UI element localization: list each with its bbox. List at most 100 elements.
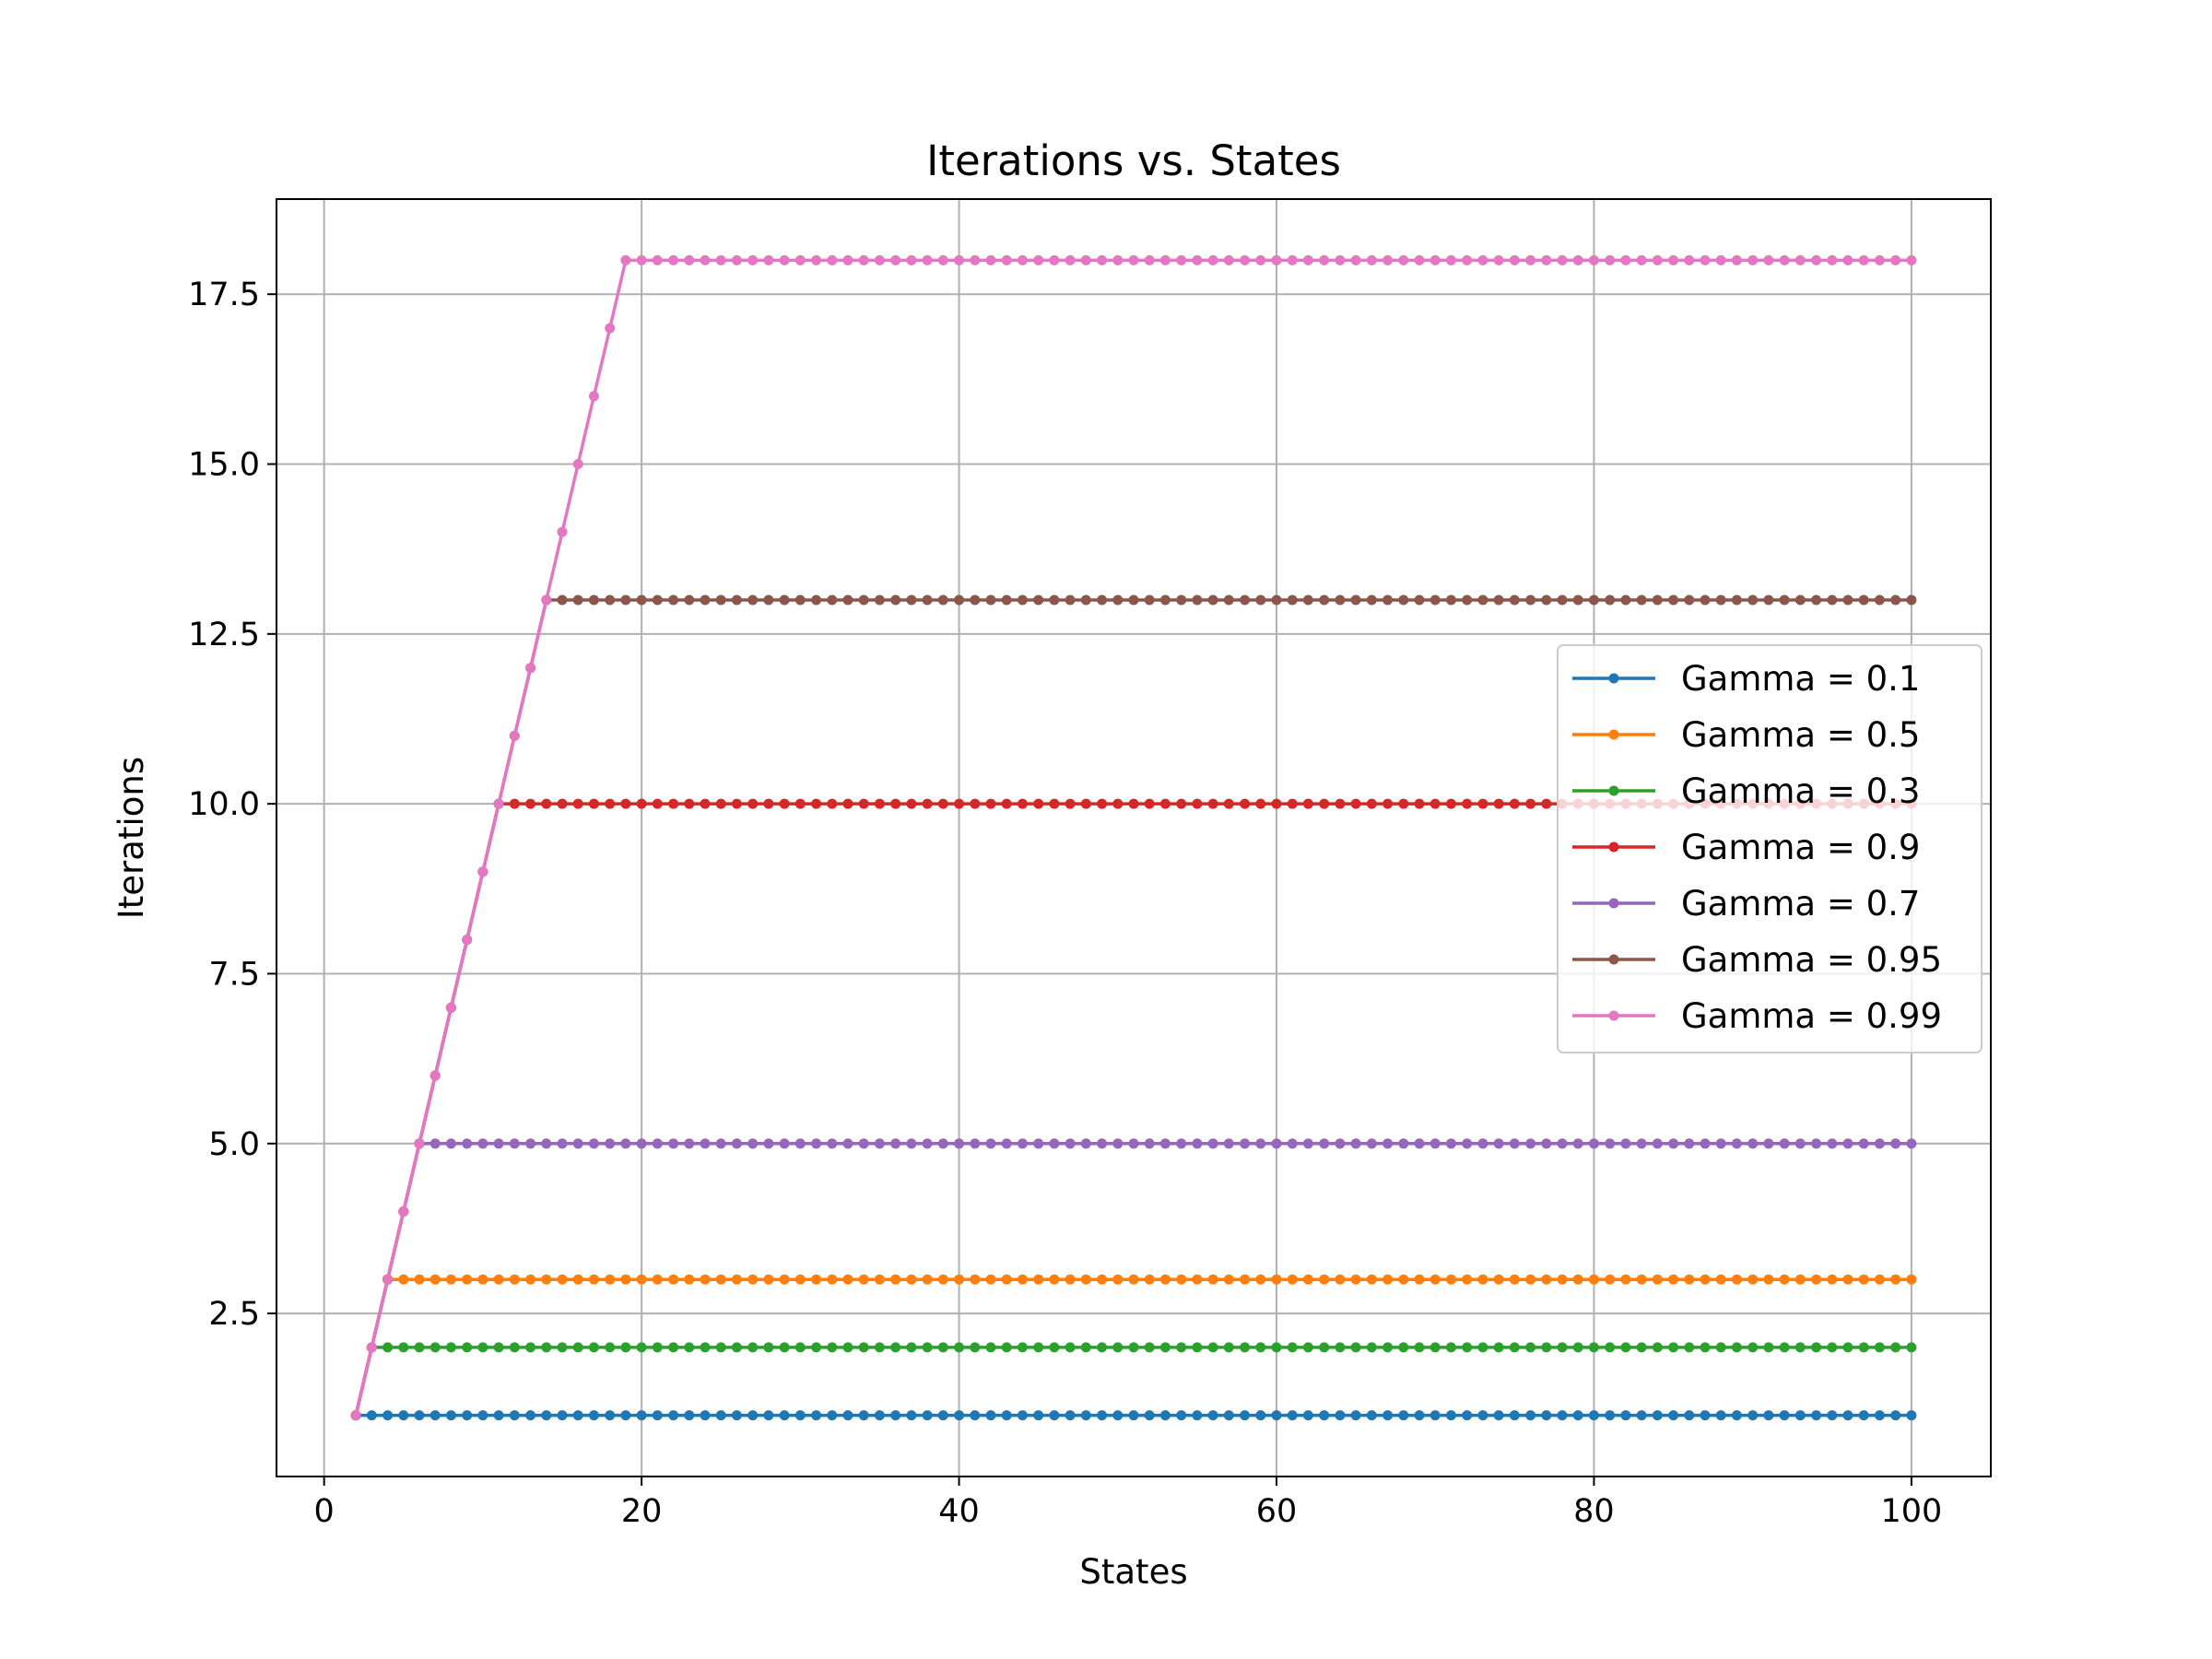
data-point [1462, 798, 1473, 809]
data-point [1192, 594, 1203, 606]
data-point [1287, 1274, 1298, 1285]
data-point [1287, 798, 1298, 809]
data-point [954, 594, 965, 606]
data-point [1588, 594, 1599, 606]
data-point [1668, 1138, 1679, 1149]
data-point [1080, 1410, 1091, 1421]
data-point [525, 1410, 536, 1421]
data-point [1033, 1342, 1044, 1353]
data-point [1335, 254, 1346, 265]
data-point [636, 254, 647, 265]
data-point [1366, 1342, 1377, 1353]
data-point [493, 1410, 504, 1421]
data-point [842, 1138, 853, 1149]
legend-swatch-marker [1608, 673, 1619, 684]
data-point [684, 1342, 695, 1353]
data-point [794, 1342, 806, 1353]
data-point [1112, 594, 1124, 606]
data-point [1731, 1138, 1742, 1149]
data-point [1588, 1274, 1599, 1285]
data-point [1715, 1274, 1726, 1285]
data-point [525, 1138, 536, 1149]
data-point [970, 1342, 981, 1353]
data-point [493, 1138, 504, 1149]
data-point [1462, 1138, 1473, 1149]
data-point [763, 1138, 774, 1149]
legend-label: Gamma = 0.99 [1681, 996, 1942, 1036]
data-point [1366, 594, 1377, 606]
data-point [382, 1274, 394, 1285]
data-point [1302, 798, 1313, 809]
data-point [620, 1410, 631, 1421]
data-point [652, 594, 663, 606]
data-point [1001, 1274, 1012, 1285]
data-point [827, 254, 838, 265]
data-point [1128, 254, 1139, 265]
data-point [1652, 1274, 1663, 1285]
data-point [588, 1342, 599, 1353]
data-point [715, 1342, 726, 1353]
data-point [1112, 1138, 1124, 1149]
data-point [1207, 594, 1218, 606]
data-point [1700, 1274, 1711, 1285]
data-point [715, 798, 726, 809]
data-point [1271, 798, 1282, 809]
data-point [954, 798, 965, 809]
data-point [954, 1342, 965, 1353]
data-point [366, 1410, 377, 1421]
data-point [684, 1138, 695, 1149]
data-point [1509, 798, 1520, 809]
data-point [1462, 1274, 1473, 1285]
data-point [747, 1138, 759, 1149]
data-point [970, 1410, 981, 1421]
data-point [1811, 1342, 1822, 1353]
data-point [1287, 1410, 1298, 1421]
data-point [1557, 594, 1568, 606]
data-point [700, 254, 711, 265]
data-point [477, 1138, 488, 1149]
data-point [668, 798, 679, 809]
data-point [811, 1138, 822, 1149]
data-point [1890, 1138, 1901, 1149]
data-point [954, 1274, 965, 1285]
data-point [1080, 798, 1091, 809]
data-point [1620, 1410, 1631, 1421]
data-point [1382, 1342, 1394, 1353]
data-point [605, 594, 616, 606]
data-point [1001, 1410, 1012, 1421]
data-point [827, 1138, 838, 1149]
data-point [1763, 1138, 1774, 1149]
data-point [620, 594, 631, 606]
data-point [1557, 254, 1568, 265]
data-point [1255, 1410, 1266, 1421]
legend-label: Gamma = 0.9 [1681, 828, 1920, 867]
data-point [747, 254, 759, 265]
legend-item: Gamma = 0.3 [1572, 771, 1920, 811]
data-point [1350, 1342, 1361, 1353]
data-point [1747, 1138, 1759, 1149]
data-point [715, 254, 726, 265]
data-point [541, 1410, 552, 1421]
data-point [1842, 1274, 1853, 1285]
data-point [1159, 798, 1171, 809]
data-point [1302, 254, 1313, 265]
data-point [652, 1342, 663, 1353]
data-point [1906, 1274, 1917, 1285]
data-point [1207, 1274, 1218, 1285]
data-point [620, 254, 631, 265]
data-point [1097, 1274, 1108, 1285]
data-point [794, 798, 806, 809]
data-point [1033, 1138, 1044, 1149]
data-point [1271, 1138, 1282, 1149]
data-point [1525, 1138, 1536, 1149]
data-point [493, 1342, 504, 1353]
data-point [1525, 798, 1536, 809]
data-point [1176, 798, 1187, 809]
data-point [1668, 1342, 1679, 1353]
data-point [1509, 594, 1520, 606]
data-point [1414, 1342, 1425, 1353]
data-point [1827, 594, 1838, 606]
data-point [1906, 1410, 1917, 1421]
data-point [858, 594, 869, 606]
data-point [1049, 1410, 1060, 1421]
